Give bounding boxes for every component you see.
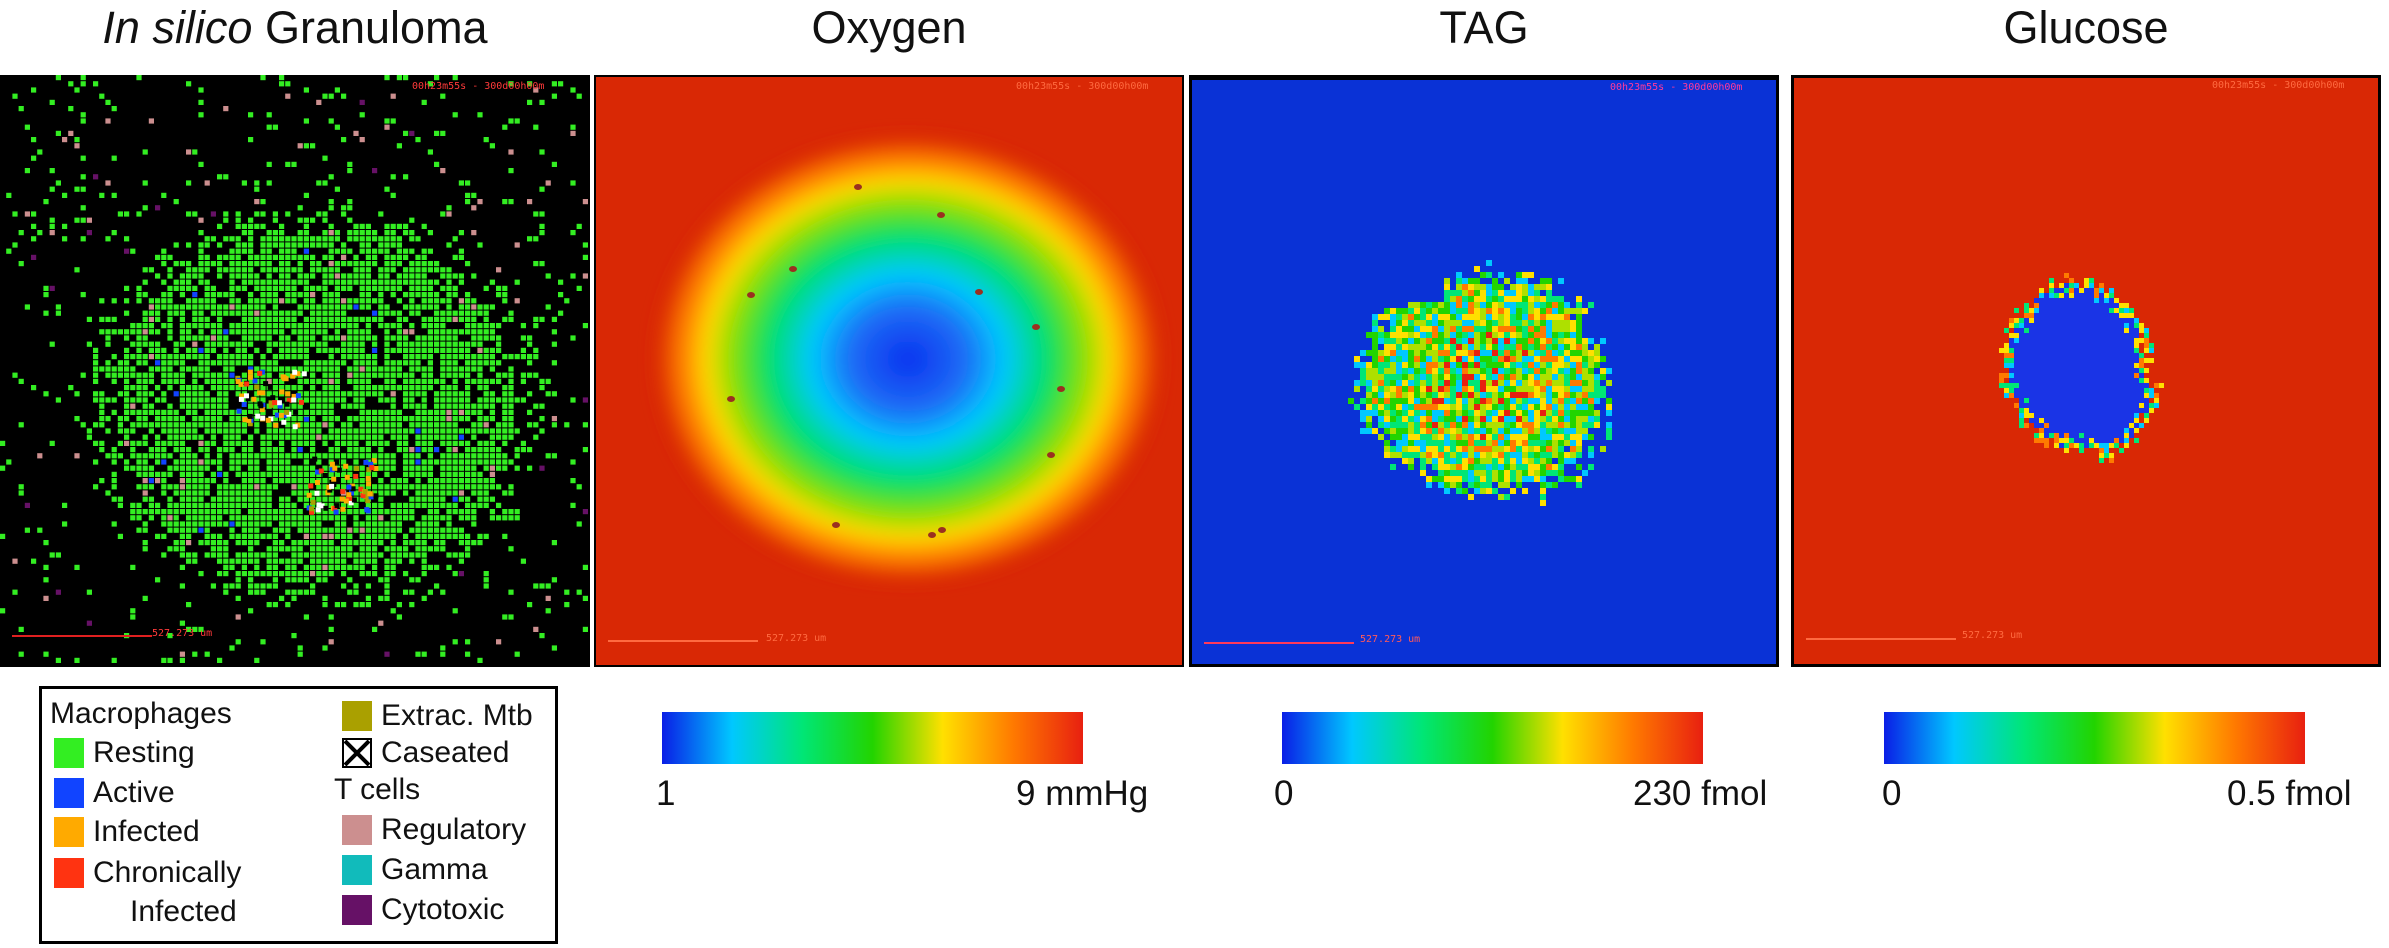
glucose-title: Glucose [2003,2,2169,53]
legend-item-extracellular-mtb: Extrac. Mtb [342,699,533,733]
legend-item-resting: Resting [54,736,195,770]
oxygen-scale-label: 527.273 um [766,633,827,644]
legend-chronically-infected-line2: Infected [130,895,237,928]
legend-label: Infected [93,815,200,848]
granuloma-title: In silico Granuloma [0,0,590,60]
cell-type-legend: Macrophages Resting Active Infected Chro… [39,686,558,944]
glucose-scale-label: 527.273 um [1962,630,2023,641]
granuloma-scale-bar [12,635,152,637]
legend-label: Resting [93,736,195,769]
tag-colorbar [1282,712,1703,764]
glucose-field-image [1999,273,2164,463]
legend-label: Regulatory [381,813,527,846]
legend-label: Caseated [381,736,510,769]
glucose-panel: 00h23m55s - 300d00h00m 527.273 um [1791,75,2381,667]
legend-label: Gamma [381,853,488,886]
tag-panel: 00h23m55s - 300d00h00m 527.273 um [1189,75,1779,667]
caseated-x-icon [342,738,372,768]
active-swatch [54,778,84,808]
regulatory-swatch [342,815,372,845]
legend-item-chronically-infected: Chronically [54,856,241,890]
oxygen-colorbar [662,712,1083,764]
gamma-swatch [342,855,372,885]
chronically-infected-swatch [54,858,84,888]
legend-macrophages-header: Macrophages [50,697,232,730]
glucose-scale-bar [1806,638,1956,640]
granuloma-timestamp: 00h23m55s - 300d00h00m [412,81,545,92]
tag-scale-label: 527.273 um [1360,634,1421,645]
legend-label: Active [93,776,175,809]
tag-colorbar-max: 230 fmol [1633,774,1768,813]
cytotoxic-swatch [342,895,372,925]
granuloma-title-rest: Granuloma [252,2,488,53]
legend-label: Extrac. Mtb [381,699,533,732]
tag-colorbar-min: 0 [1274,774,1294,813]
legend-tcells-header: T cells [334,773,421,806]
glucose-colorbar-min: 0 [1882,774,1902,813]
glucose-colorbar-max: 0.5 fmol [2227,774,2352,813]
oxygen-scale-bar [608,640,758,642]
infected-swatch [54,817,84,847]
legend-item-active: Active [54,776,175,810]
legend-item-cytotoxic: Cytotoxic [342,893,504,927]
tag-field-image [1348,260,1612,506]
tag-title: TAG [1439,2,1529,53]
glucose-timestamp: 00h23m55s - 300d00h00m [2212,80,2345,91]
oxygen-field-image [596,77,1182,665]
oxygen-colorbar-max: 9 mmHg [1016,774,1149,813]
oxygen-timestamp: 00h23m55s - 300d00h00m [1016,81,1149,92]
legend-item-infected: Infected [54,815,200,849]
granuloma-panel: 00h23m55s - 300d00h00m 527.273 um [0,75,590,667]
tag-scale-bar [1204,642,1354,644]
oxygen-colorbar-min: 1 [656,774,676,813]
granuloma-simulation-image [0,75,588,663]
legend-label: Cytotoxic [381,893,505,926]
legend-label: Chronically [93,856,242,889]
tag-timestamp: 00h23m55s - 300d00h00m [1610,82,1743,93]
resting-swatch [54,738,84,768]
legend-item-regulatory: Regulatory [342,813,526,847]
legend-item-gamma: Gamma [342,853,488,887]
extracellular-mtb-swatch [342,701,372,731]
oxygen-title: Oxygen [811,2,967,53]
granuloma-title-italic: In silico [102,2,253,53]
oxygen-panel: 00h23m55s - 300d00h00m 527.273 um [594,75,1184,667]
granuloma-scale-label: 527.273 um [152,628,213,639]
legend-item-caseated: Caseated [342,736,509,770]
glucose-colorbar [1884,712,2305,764]
